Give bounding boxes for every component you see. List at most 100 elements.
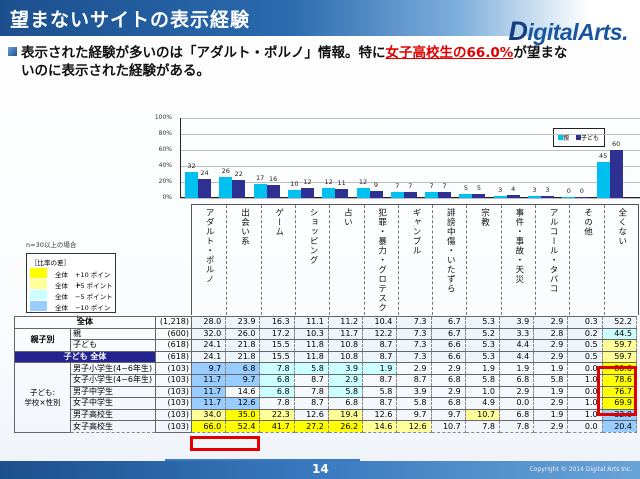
sample-size: (103) xyxy=(155,408,192,422)
category-label: 犯罪・暴力・グロテスク xyxy=(376,208,387,313)
bar-value-label: 3 xyxy=(532,185,537,194)
row-label: 子ども xyxy=(70,339,156,352)
value-cell: 8.7 xyxy=(293,373,329,387)
value-cell: 11.1 xyxy=(293,316,329,329)
value-cell: 1.9 xyxy=(533,362,569,375)
value-cell: 14.6 xyxy=(362,420,398,433)
value-cell: 52.4 xyxy=(225,420,261,433)
value-cell: 10.8 xyxy=(327,350,364,364)
category-column-header: 事件・事故・天災 xyxy=(500,205,536,315)
value-cell: 5.3 xyxy=(464,350,500,364)
gridline xyxy=(180,166,640,167)
table-row: 全体 (1,218) 28.0 23.9 16.3 11.1 11.2 10.4 7.3 6.7 5… xyxy=(14,316,638,329)
sample-size: (103) xyxy=(155,385,192,399)
value-cell: 11.2 xyxy=(327,316,364,329)
bar-value-label: 3 xyxy=(498,185,503,194)
value-cell: 24.1 xyxy=(190,350,227,364)
row-group-label: 全体 xyxy=(14,316,156,329)
page-number: 14 xyxy=(312,462,329,476)
value-cell: 12.6 xyxy=(362,408,398,422)
bullet-square-icon xyxy=(8,47,17,56)
value-cell: 34.0 xyxy=(190,408,227,422)
bar-child xyxy=(403,192,417,198)
bar-parent xyxy=(253,184,267,198)
digitalarts-logo: DigitalArts. xyxy=(508,16,628,46)
value-cell: 5.8 xyxy=(396,397,432,410)
value-cell: 7.8 xyxy=(498,420,535,433)
category-label: その他 xyxy=(582,208,593,237)
bar-parent xyxy=(356,188,370,198)
value-cell: 9.7 xyxy=(225,373,261,387)
bar-parent xyxy=(493,195,507,198)
category-label: 全くない xyxy=(616,208,627,246)
y-tick-label: 40% xyxy=(158,162,172,169)
category-label: 事件・事故・天災 xyxy=(513,208,524,284)
bar-child xyxy=(335,189,349,198)
category-column-header: 犯罪・暴力・グロテスク xyxy=(363,205,399,315)
bar-value-label: 12 xyxy=(324,178,333,187)
value-cell: 2.9 xyxy=(533,420,569,433)
value-cell: 21.8 xyxy=(225,339,261,352)
table-row: 女子中学生 (103) 11.7 12.6 7.8 8.7 6.8 8.7 5.8 6.8 4.9 0… xyxy=(15,397,638,410)
bar-parent xyxy=(287,190,301,198)
bar-parent xyxy=(459,194,473,198)
value-cell: 4.4 xyxy=(498,350,535,364)
bar-child xyxy=(198,178,211,198)
value-cell: 5.2 xyxy=(464,327,500,341)
bar-value-label: 3 xyxy=(545,185,550,194)
bar-value-label: 5 xyxy=(476,184,481,192)
value-cell: 3.9 xyxy=(327,362,364,375)
value-cell: 0.0 xyxy=(498,397,535,410)
bar-parent xyxy=(185,172,198,198)
value-cell: 2.9 xyxy=(327,373,364,387)
value-cell: 1.9 xyxy=(464,362,500,375)
value-cell: 52.2 xyxy=(601,316,638,329)
value-cell: 7.8 xyxy=(464,420,500,433)
value-cell: 8.7 xyxy=(362,373,398,387)
value-cell: 10.3 xyxy=(293,327,329,341)
highlight-text: 女子高校生の66.0% xyxy=(385,45,514,61)
value-cell: 1.9 xyxy=(533,408,569,422)
value-cell: 2.8 xyxy=(533,327,569,341)
value-cell: 23.9 xyxy=(225,316,261,329)
value-cell: 5.8 xyxy=(293,362,329,375)
sample-size: (103) xyxy=(155,397,192,410)
child-swatch-icon xyxy=(576,135,581,140)
value-cell: 11.7 xyxy=(190,397,227,410)
category-column-header: ショッピング xyxy=(294,205,330,315)
table-row: 親子別親 (600) 32.0 26.0 17.2 10.3 11.7 12.2 7.3 6.7 5… xyxy=(14,327,638,352)
value-cell: 8.7 xyxy=(293,397,329,410)
value-cell: 11.7 xyxy=(190,385,227,399)
value-cell: 2.9 xyxy=(498,385,535,399)
bar-value-label: 17 xyxy=(255,174,265,183)
bar-child xyxy=(575,197,589,198)
parent-swatch-icon xyxy=(558,135,563,140)
value-cell: 35.0 xyxy=(225,408,261,422)
category-column-header: ギャンブル xyxy=(397,205,433,315)
value-cell: 6.8 xyxy=(327,397,364,410)
color-swatch-icon xyxy=(30,301,47,311)
gridline xyxy=(180,198,640,199)
bar-value-label: 7 xyxy=(408,182,413,191)
value-cell: 6.7 xyxy=(430,316,466,329)
bar-child xyxy=(266,185,280,198)
value-cell: 5.8 xyxy=(464,373,500,387)
category-column-header: その他 xyxy=(569,205,604,315)
bar-value-label: 5 xyxy=(463,184,468,192)
row-group-label: 子ども: 学校×性別 xyxy=(14,362,71,433)
y-tick-label: 100% xyxy=(154,114,172,121)
value-cell: 12.2 xyxy=(362,327,398,341)
value-cell: 8.7 xyxy=(396,373,432,387)
value-cell: 27.2 xyxy=(293,420,329,433)
table-row: 子ども: 学校×性別 男子小学生(4~6年生) (103) 9.7 6.8 7.8 5.8 3.… xyxy=(14,362,638,433)
sample-note: n=30以上の場合 xyxy=(26,241,77,249)
row-label: 女子高校生 xyxy=(70,420,156,433)
slide-footer: 14 Copyright © 2014 Digital Arts Inc. xyxy=(0,459,640,479)
chart-legend: 親 子ども xyxy=(553,128,605,147)
bar-value-label: 45 xyxy=(598,152,608,160)
sample-size: (103) xyxy=(155,420,192,433)
sample-size: (103) xyxy=(155,362,192,375)
sample-size: (103) xyxy=(155,373,192,387)
category-label: 占い xyxy=(342,208,353,227)
y-tick-label: 80% xyxy=(158,130,172,137)
